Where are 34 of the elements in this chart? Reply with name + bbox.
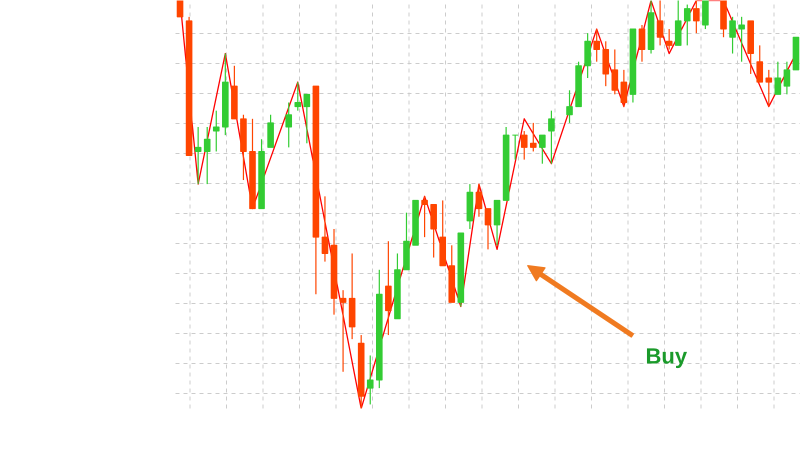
candlestick [756,44,764,83]
candlestick [530,122,537,152]
candlestick [294,82,302,112]
candlestick [340,290,346,372]
candlestick [784,61,790,95]
candlestick [285,102,292,148]
candlestick [484,208,492,250]
candlestick [421,196,428,238]
candlestick [656,0,664,46]
candlestick [684,4,691,46]
candlestick [729,16,736,54]
candlestick [204,126,211,185]
candlestick [512,134,518,160]
candlestick [176,0,184,18]
candlestick [539,134,546,164]
candlestick [566,90,573,124]
candlestick [520,130,528,160]
candlestick [548,110,555,164]
candlestick [765,69,772,108]
candlestick [693,0,700,34]
candlestick [612,48,618,95]
candlestick [666,28,672,50]
candlestick [774,61,782,95]
candlestick [194,126,202,185]
candlestick [212,110,220,152]
candlestick [366,354,374,406]
candlestick [638,24,646,62]
candlestick [620,69,628,108]
candlestick [304,94,310,144]
candlestick [476,184,482,218]
candlestick [322,196,328,262]
candlestick [593,28,600,62]
candlestick [738,16,745,62]
annotation: Buy [646,344,688,368]
